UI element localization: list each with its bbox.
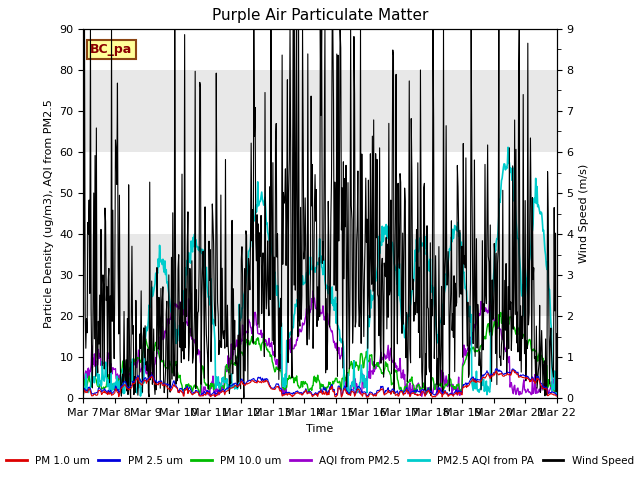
Line: PM 2.5 um: PM 2.5 um — [83, 369, 557, 396]
AQI from PM2.5 — [392, 365, 400, 371]
PM2.5 AQI from PA — [378, 242, 385, 248]
PM 1.0 um — [137, 380, 145, 386]
PM 2.5 um — [210, 389, 218, 395]
PM 1.0 um — [364, 394, 371, 400]
PM 10.0 um — [502, 305, 509, 311]
PM 2.5 um — [378, 384, 385, 390]
Wind Speed — [211, 320, 219, 326]
AQI from PM2.5 — [553, 392, 561, 398]
AQI from PM2.5 — [137, 369, 145, 375]
PM 1.0 um — [88, 393, 95, 399]
PM 10.0 um — [210, 387, 218, 393]
Text: BC_pa: BC_pa — [90, 43, 132, 56]
Bar — [83, 29, 557, 70]
PM 2.5 um — [137, 377, 145, 383]
PM 2.5 um — [88, 391, 95, 397]
Line: Wind Speed: Wind Speed — [83, 29, 557, 398]
AQI from PM2.5 — [378, 354, 386, 360]
PM 10.0 um — [137, 360, 145, 365]
AQI from PM2.5 — [88, 343, 95, 348]
PM2.5 AQI from PA — [79, 393, 87, 398]
PM 10.0 um — [391, 370, 399, 375]
PM 10.0 um — [377, 367, 385, 372]
PM 2.5 um — [392, 390, 399, 396]
PM 10.0 um — [553, 389, 561, 395]
PM 1.0 um — [185, 388, 193, 394]
Bar — [83, 316, 557, 398]
PM2.5 AQI from PA — [138, 385, 145, 391]
Line: PM 1.0 um: PM 1.0 um — [83, 370, 557, 397]
Wind Speed — [553, 331, 561, 336]
Bar — [83, 70, 557, 152]
PM 2.5 um — [185, 385, 193, 391]
PM2.5 AQI from PA — [392, 267, 399, 273]
Bar — [83, 152, 557, 234]
Title: Purple Air Particulate Matter: Purple Air Particulate Matter — [212, 9, 428, 24]
Legend: PM 1.0 um, PM 2.5 um, PM 10.0 um, AQI from PM2.5, PM2.5 AQI from PA, Wind Speed: PM 1.0 um, PM 2.5 um, PM 10.0 um, AQI fr… — [2, 452, 638, 470]
Wind Speed — [79, 319, 87, 324]
Wind Speed — [378, 255, 386, 261]
Line: AQI from PM2.5: AQI from PM2.5 — [83, 291, 557, 396]
PM2.5 AQI from PA — [88, 370, 95, 376]
AQI from PM2.5 — [211, 394, 219, 399]
PM 1.0 um — [210, 392, 218, 398]
PM 10.0 um — [422, 391, 430, 396]
Line: PM2.5 AQI from PA: PM2.5 AQI from PA — [83, 147, 557, 396]
Wind Speed — [392, 72, 400, 77]
PM2.5 AQI from PA — [137, 393, 145, 399]
PM2.5 AQI from PA — [186, 259, 193, 264]
PM2.5 AQI from PA — [504, 144, 512, 150]
PM 1.0 um — [79, 392, 87, 398]
Line: PM 10.0 um: PM 10.0 um — [83, 308, 557, 394]
AQI from PM2.5 — [210, 387, 218, 393]
Wind Speed — [81, 26, 88, 32]
PM 1.0 um — [378, 387, 385, 393]
X-axis label: Time: Time — [307, 424, 333, 433]
Wind Speed — [186, 265, 194, 271]
AQI from PM2.5 — [185, 296, 193, 302]
Wind Speed — [88, 385, 96, 391]
PM 10.0 um — [79, 385, 87, 391]
PM 2.5 um — [337, 393, 345, 399]
PM2.5 AQI from PA — [553, 390, 561, 396]
PM 1.0 um — [392, 393, 399, 398]
PM 2.5 um — [553, 392, 561, 397]
AQI from PM2.5 — [309, 288, 317, 294]
PM2.5 AQI from PA — [211, 327, 218, 333]
Wind Speed — [127, 395, 134, 401]
PM 10.0 um — [185, 381, 193, 387]
PM 10.0 um — [88, 384, 95, 390]
AQI from PM2.5 — [79, 382, 87, 388]
PM 2.5 um — [79, 391, 87, 397]
Bar — [83, 234, 557, 316]
Y-axis label: Wind Speed (m/s): Wind Speed (m/s) — [579, 164, 589, 263]
PM 2.5 um — [493, 366, 500, 372]
PM 1.0 um — [509, 367, 516, 373]
Wind Speed — [138, 364, 146, 370]
Y-axis label: Particle Density (ug/m3), AQI from PM2.5: Particle Density (ug/m3), AQI from PM2.5 — [44, 99, 54, 328]
PM 1.0 um — [553, 393, 561, 399]
